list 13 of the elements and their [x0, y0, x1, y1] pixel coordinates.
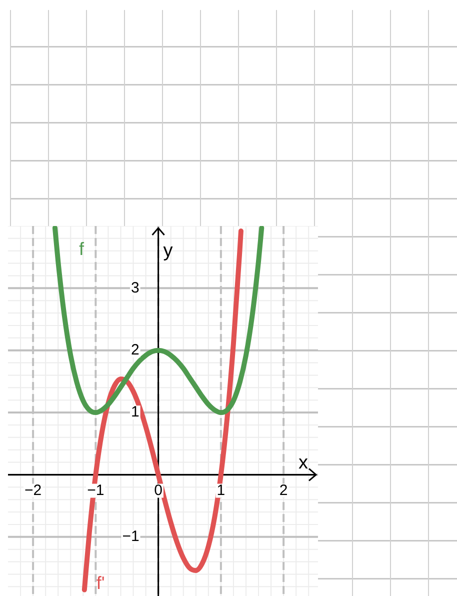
y-axis-title: y	[163, 240, 174, 262]
y-tick-label: 2	[130, 342, 140, 359]
y-tick-label: −1	[122, 528, 140, 546]
y-tick-label: 1	[130, 404, 140, 421]
series-label: f'	[96, 572, 105, 593]
x-tick-label: 0	[154, 482, 162, 499]
x-tick-label: 2	[279, 482, 288, 499]
y-tick-label: 3	[130, 279, 140, 296]
x-tick-label: 1	[216, 482, 226, 499]
x-tick-label: −2	[24, 482, 42, 499]
series-label: f	[78, 238, 85, 259]
x-axis-title: x	[298, 452, 308, 474]
x-tick-label: −1	[87, 482, 104, 499]
